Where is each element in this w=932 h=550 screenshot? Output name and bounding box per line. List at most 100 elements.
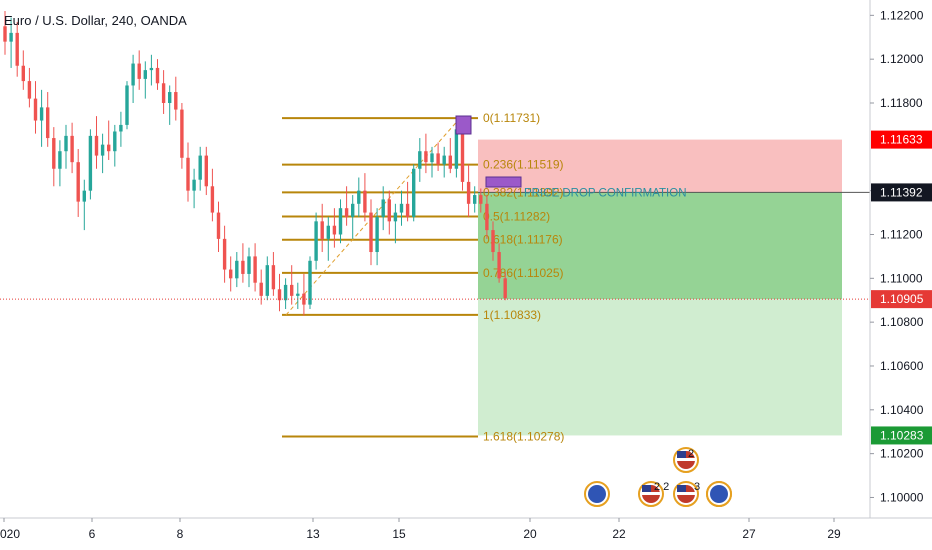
candle xyxy=(125,81,129,130)
candle xyxy=(241,243,245,283)
candle-body xyxy=(369,212,373,253)
candle-body xyxy=(198,155,202,180)
candle-body xyxy=(448,155,452,169)
candle xyxy=(473,186,477,213)
candle-body xyxy=(46,107,50,139)
candle xyxy=(363,173,367,222)
candle-body xyxy=(21,65,25,82)
candle xyxy=(3,10,7,55)
candle-body xyxy=(332,225,337,235)
candle xyxy=(52,127,56,187)
candle xyxy=(344,186,349,226)
eu-flag-event-icon[interactable] xyxy=(584,481,610,507)
candle-body xyxy=(143,70,147,79)
candle-body xyxy=(418,151,422,169)
candle xyxy=(375,208,379,266)
candle-body xyxy=(15,32,19,66)
candle xyxy=(210,168,215,222)
candle xyxy=(247,247,251,288)
candle-body xyxy=(186,157,190,191)
candle-body xyxy=(70,135,74,163)
us-flag-event-icon[interactable] xyxy=(673,447,699,473)
price-label-text: 1.11633 xyxy=(880,133,923,147)
candle xyxy=(320,203,324,253)
stop-loss-zone xyxy=(478,139,842,193)
candle xyxy=(369,199,373,266)
candle-body xyxy=(39,107,44,121)
candle-body xyxy=(387,199,391,222)
price-label-text: 1.11392 xyxy=(880,185,923,199)
trend-line xyxy=(285,117,461,316)
candle xyxy=(338,199,343,244)
candle-body xyxy=(344,208,349,217)
candle-body xyxy=(479,195,483,204)
candle-body xyxy=(473,195,477,204)
candle xyxy=(265,256,269,301)
candle xyxy=(399,190,404,226)
candle-body xyxy=(503,278,507,299)
fib-level-label: 0(1.11731) xyxy=(483,111,540,125)
candle xyxy=(222,225,227,283)
candle xyxy=(296,282,300,309)
flag-canton xyxy=(677,451,686,458)
candle xyxy=(387,190,391,235)
flag-stripe xyxy=(642,492,660,495)
candle xyxy=(351,195,355,239)
price-tick-label: 1.12200 xyxy=(880,8,924,22)
candle xyxy=(180,103,184,169)
price-tick-label: 1.11000 xyxy=(880,271,923,285)
candle xyxy=(113,124,117,167)
candle-body xyxy=(253,256,257,283)
time-tick-label: 6 xyxy=(89,527,96,541)
candle-body xyxy=(58,151,62,169)
candle-body xyxy=(161,83,166,103)
price-tick-label: 1.12000 xyxy=(880,52,924,66)
eu-flag-event-icon[interactable] xyxy=(706,481,732,507)
candle xyxy=(161,70,166,114)
candle xyxy=(137,50,141,90)
economic-events: 2 2 2 3 xyxy=(584,447,732,507)
us-flag-event-icon[interactable] xyxy=(673,481,699,507)
time-axis[interactable]: 2020 6 8 13 15 20 22 27 29 xyxy=(0,517,932,541)
candle-body xyxy=(296,293,300,296)
candle-body xyxy=(399,203,404,213)
candle xyxy=(149,54,154,86)
candle xyxy=(27,67,32,108)
candle-body xyxy=(149,67,154,71)
current-price-label: 1.10905 xyxy=(871,290,932,309)
fib-level-label: 0.382(1.11392) xyxy=(483,185,564,199)
candle-body xyxy=(375,216,379,253)
candle-body xyxy=(76,162,80,202)
candle xyxy=(131,54,135,103)
profit-zone-reached xyxy=(478,192,842,300)
time-tick-label: 13 xyxy=(306,527,320,541)
price-axis[interactable]: 1.122001.120001.118001.114001.112001.110… xyxy=(869,0,932,518)
candle xyxy=(466,164,471,217)
event-flag xyxy=(588,485,606,503)
candle-body xyxy=(125,85,129,125)
candle xyxy=(485,195,489,239)
candle xyxy=(58,140,62,187)
candle xyxy=(283,278,288,309)
candle xyxy=(46,92,50,147)
candle-body xyxy=(180,109,184,158)
time-tick-label: 29 xyxy=(827,527,841,541)
candle-body xyxy=(82,190,86,202)
candle-body xyxy=(137,63,141,79)
candle-body xyxy=(491,230,495,253)
flag-stripe xyxy=(677,458,695,461)
candle xyxy=(405,181,410,222)
target-price-label: 1.10283 xyxy=(871,426,932,445)
candle xyxy=(174,76,178,121)
candle-body xyxy=(405,203,410,217)
candle xyxy=(88,129,93,200)
candle-body xyxy=(9,32,13,42)
candle-body xyxy=(216,212,221,239)
candle-body xyxy=(100,144,105,156)
candle-body xyxy=(497,252,501,279)
price-tick-label: 1.10600 xyxy=(880,359,924,373)
candle-body xyxy=(290,284,294,296)
swing-high-marker xyxy=(455,115,472,135)
us-flag-event-icon[interactable] xyxy=(638,481,664,507)
